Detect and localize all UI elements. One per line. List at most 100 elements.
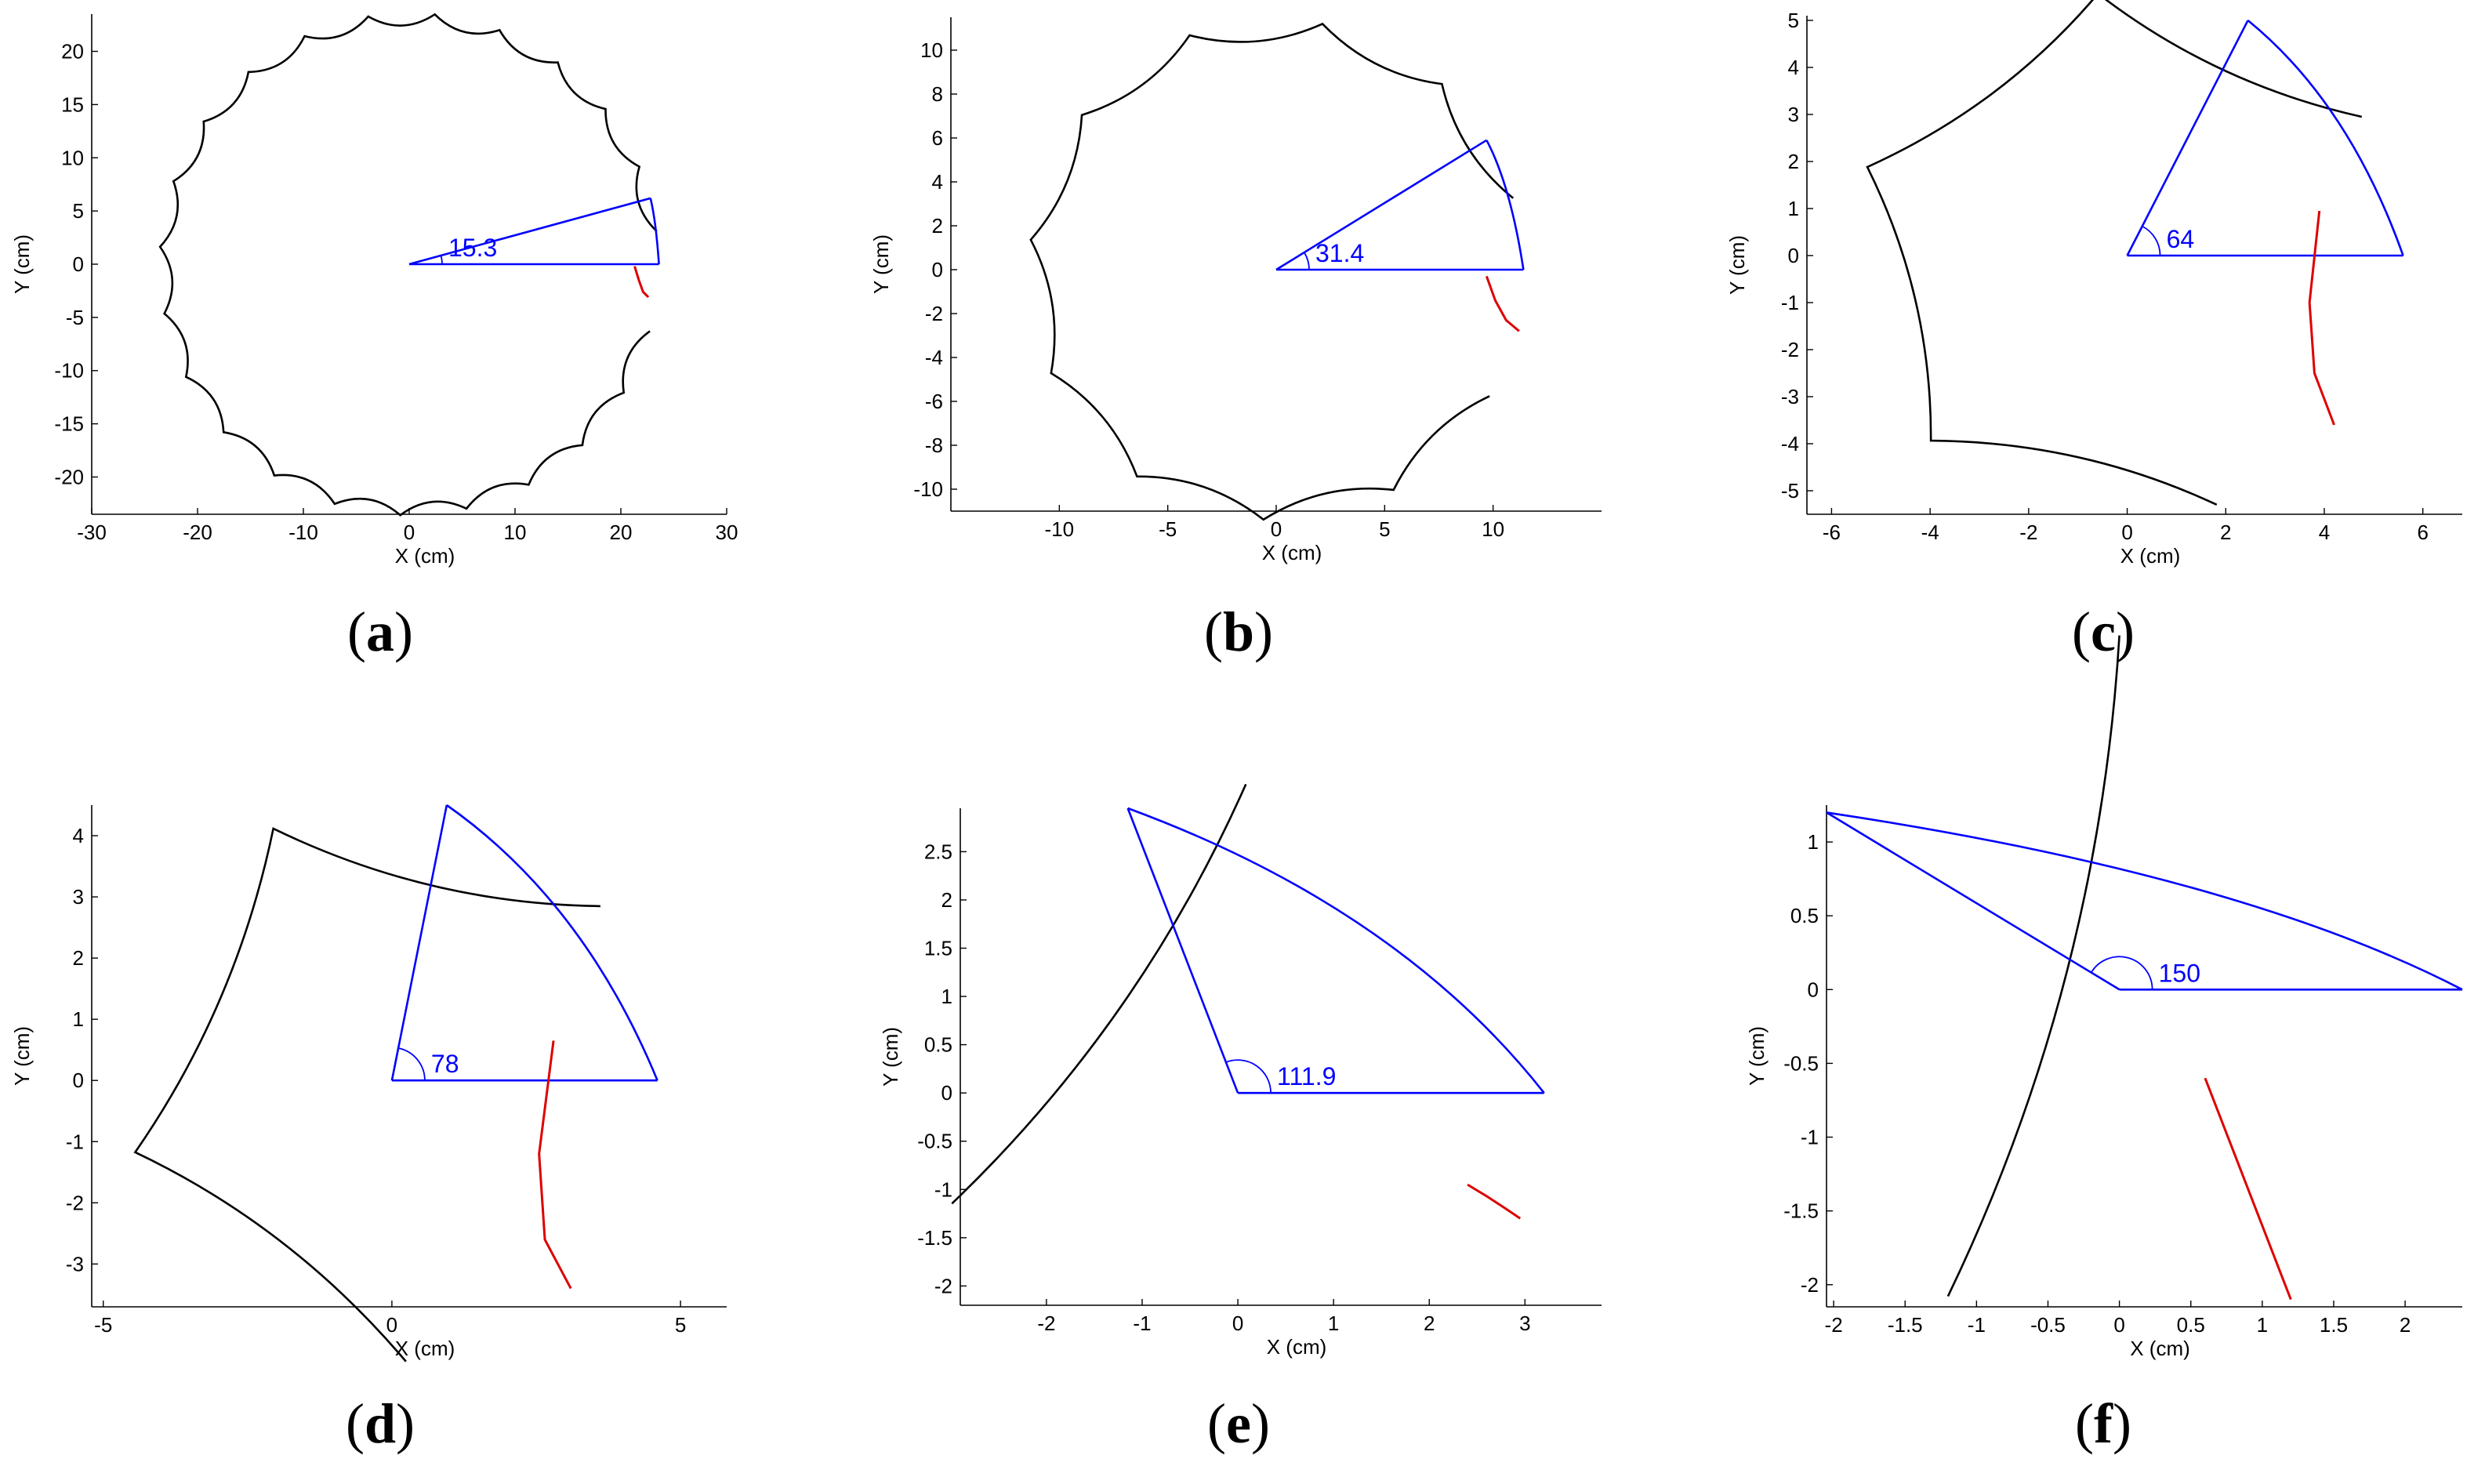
- x-tick-label: -1.5: [1888, 1313, 1923, 1337]
- x-tick-label: 10: [1482, 517, 1504, 541]
- y-tick-label: -1: [934, 1177, 952, 1201]
- y-tick-label: 10: [61, 146, 84, 169]
- x-tick-label: -10: [288, 521, 318, 544]
- y-tick-label: -10: [54, 359, 84, 383]
- x-axis-title: X (cm): [2120, 544, 2181, 568]
- x-tick-label: -5: [94, 1313, 112, 1337]
- x-tick-label: 30: [716, 521, 738, 544]
- y-tick-label: -0.5: [917, 1130, 952, 1153]
- y-tick-label: -4: [1781, 432, 1799, 455]
- series-next-arc: [2204, 1077, 2292, 1301]
- series-next-arc: [2308, 210, 2335, 426]
- y-tick-label: 2: [1788, 150, 1799, 173]
- y-tick-label: 0: [73, 1069, 84, 1092]
- chart-panel-b: -10 -5 0 5 10 -10 -8 -6 -4 -2 0 2 4 6 8 10 X (cm) Y (cm) 3…: [869, 17, 1602, 663]
- angle-arc: [2090, 956, 2153, 990]
- x-tick-label: -1: [1133, 1312, 1151, 1335]
- angle-label: 64: [2167, 225, 2195, 253]
- x-axis-title: X (cm): [395, 544, 455, 568]
- series-rolling-arc: [1486, 140, 1525, 270]
- y-tick-label: 1: [1788, 197, 1799, 220]
- y-tick-label: 2.5: [924, 840, 952, 863]
- x-tick-label: 20: [610, 521, 633, 544]
- chart-panel-f: -2 -1.5 -1 -0.5 0 0.5 1 1.5 2 -2 -1.5 -1 -0.5 0 0.5 1 X …: [1745, 635, 2463, 1455]
- x-tick-label: -5: [1159, 517, 1177, 541]
- x-tick-label: 1.5: [2320, 1313, 2348, 1337]
- x-tick-label: -4: [1921, 521, 1939, 544]
- angle-label: 150: [2159, 959, 2200, 987]
- y-tick-label: 20: [61, 40, 84, 63]
- x-tick-label: 0: [404, 521, 415, 544]
- x-axis-title: X (cm): [395, 1337, 455, 1360]
- y-axis-title: Y (cm): [10, 1026, 34, 1086]
- y-tick-label: -1.5: [917, 1226, 952, 1250]
- x-axis-title: X (cm): [1267, 1335, 1327, 1359]
- x-tick-label: -20: [183, 521, 212, 544]
- y-tick-label: -2: [934, 1274, 952, 1297]
- x-tick-label: 2: [2400, 1313, 2411, 1337]
- series-radius-line: [408, 197, 651, 266]
- series-next-arc: [633, 266, 650, 299]
- chart-panel-d: -5 0 5 -3 -2 -1 0 1 2 3 4 X (cm) Y (cm) 78 (d): [10, 804, 727, 1455]
- chart-panel-e: -2 -1 0 1 2 3 -2 -1.5 -1 -0.5 0 0.5 1 1.5 2 2.5 X (cm) Y …: [879, 783, 1602, 1455]
- x-tick-label: 0: [386, 1313, 397, 1337]
- series-trajectory: [1946, 635, 2120, 1297]
- x-tick-label: 1: [2257, 1313, 2268, 1337]
- y-tick-label: -4: [925, 346, 943, 369]
- y-tick-label: -6: [925, 390, 943, 413]
- y-axis-title: Y (cm): [879, 1027, 902, 1087]
- series-rolling-arc: [446, 804, 658, 1081]
- series-trajectory: [133, 827, 600, 1362]
- y-tick-label: 5: [1788, 9, 1799, 32]
- y-tick-label: -2: [1781, 338, 1799, 361]
- y-tick-label: -1.5: [1783, 1199, 1819, 1223]
- x-tick-label: 0: [1232, 1312, 1243, 1335]
- series-radius-line: [2126, 20, 2249, 256]
- x-tick-label: 1: [1328, 1312, 1339, 1335]
- series-rolling-arc: [649, 198, 660, 265]
- chart-panel-c: -6 -4 -2 0 2 4 6 -5 -4 -3 -2 -1 0 1 2 3 4 5 X (cm) Y (cm) 64…: [1725, 0, 2462, 663]
- y-axis-title: Y (cm): [1745, 1026, 1769, 1086]
- y-tick-label: 10: [920, 38, 943, 62]
- y-tick-label: 1: [73, 1007, 84, 1031]
- x-tick-label: 5: [1379, 517, 1390, 541]
- x-axis-title: X (cm): [1262, 541, 1322, 564]
- x-tick-label: 2: [1424, 1312, 1435, 1335]
- y-tick-label: -2: [1801, 1273, 1819, 1297]
- series-next-arc: [1485, 275, 1520, 332]
- x-tick-label: -30: [77, 521, 107, 544]
- series-rolling-arc: [2247, 19, 2404, 256]
- angle-arc: [1225, 1059, 1272, 1094]
- angle-arc: [2141, 225, 2161, 256]
- y-tick-label: 4: [932, 170, 943, 194]
- y-tick-label: 3: [1788, 103, 1799, 126]
- y-tick-label: 1.5: [924, 937, 952, 960]
- series-next-arc: [1467, 1183, 1522, 1220]
- y-tick-label: 15: [61, 93, 84, 116]
- x-tick-label: 0: [1271, 517, 1282, 541]
- y-tick-label: -2: [66, 1191, 84, 1214]
- x-axis-title: X (cm): [2130, 1337, 2190, 1360]
- series-trajectory: [951, 783, 1247, 1205]
- y-tick-label: 0: [932, 258, 943, 281]
- x-tick-label: 5: [675, 1313, 686, 1337]
- series-radius-line: [390, 804, 448, 1081]
- x-tick-label: 0: [2113, 1313, 2124, 1337]
- y-tick-label: 0: [1788, 244, 1799, 267]
- angle-label: 15.3: [448, 234, 497, 262]
- x-tick-label: 2: [2220, 521, 2231, 544]
- y-tick-label: -1: [66, 1130, 84, 1153]
- y-axis-title: Y (cm): [1725, 235, 1749, 295]
- x-tick-label: -0.5: [2030, 1313, 2066, 1337]
- series-radius-line: [1275, 139, 1488, 271]
- y-tick-label: -2: [925, 302, 943, 325]
- angle-arc: [398, 1047, 426, 1081]
- y-tick-label: -3: [1781, 385, 1799, 408]
- x-tick-label: 4: [2319, 521, 2330, 544]
- angle-label: 31.4: [1315, 239, 1364, 267]
- x-tick-label: 10: [504, 521, 527, 544]
- y-tick-label: 4: [1788, 56, 1799, 79]
- panel-label: (e): [1207, 1392, 1270, 1455]
- y-tick-label: 2: [941, 888, 952, 912]
